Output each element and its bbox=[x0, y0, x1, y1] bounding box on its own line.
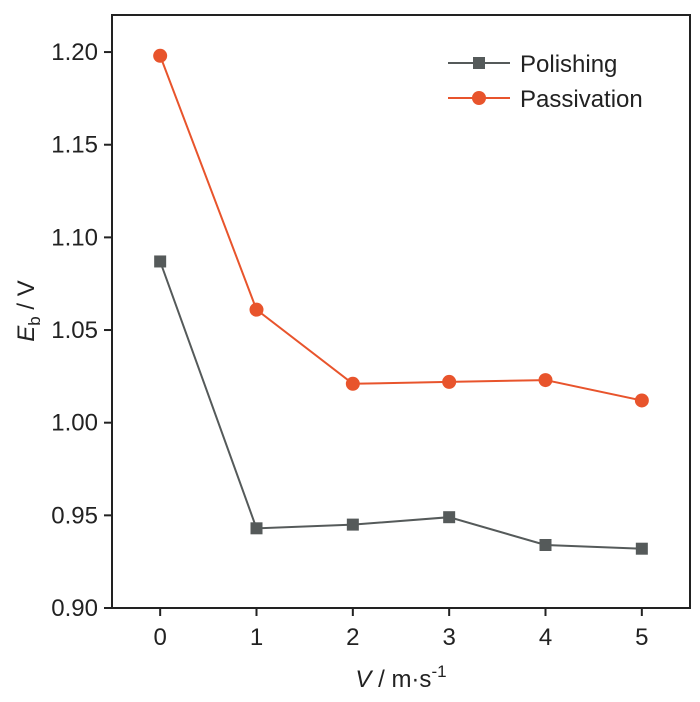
y-tick-label: 1.15 bbox=[51, 132, 98, 159]
y-tick-label: 1.00 bbox=[51, 410, 98, 437]
x-tick-label: 5 bbox=[635, 624, 648, 651]
y-tick-label: 1.20 bbox=[51, 39, 98, 66]
x-axis: 0 1 2 3 4 5 bbox=[153, 608, 649, 651]
x-tick-label: 2 bbox=[346, 624, 359, 651]
data-point-polishing bbox=[443, 511, 456, 524]
legend-label-polishing: Polishing bbox=[520, 51, 617, 78]
legend-marker-polishing bbox=[473, 57, 485, 69]
data-point-polishing bbox=[539, 538, 552, 551]
legend-marker-passivation bbox=[472, 91, 486, 105]
legend-label-passivation: Passivation bbox=[520, 86, 643, 113]
x-axis-title-main: V bbox=[355, 666, 373, 693]
series-passivation bbox=[153, 48, 649, 408]
y-axis: 0.90 0.95 1.00 1.05 1.10 1.15 1.20 bbox=[51, 39, 112, 622]
legend-item-passivation: Passivation bbox=[448, 86, 643, 113]
series-line-passivation bbox=[159, 55, 643, 402]
y-tick-label: 1.05 bbox=[51, 317, 98, 344]
data-point-passivation bbox=[249, 302, 264, 317]
x-tick-label: 1 bbox=[250, 624, 263, 651]
data-point-passivation bbox=[442, 374, 457, 389]
data-point-polishing bbox=[635, 542, 648, 555]
legend-item-polishing: Polishing bbox=[448, 51, 617, 78]
data-point-passivation bbox=[634, 393, 649, 408]
data-point-passivation bbox=[538, 373, 553, 388]
series-polishing bbox=[154, 255, 648, 555]
x-axis-title-sup: -1 bbox=[431, 662, 446, 681]
x-tick-label: 0 bbox=[153, 624, 166, 651]
y-axis-title-units: / V bbox=[13, 280, 40, 316]
data-point-polishing bbox=[250, 522, 263, 535]
y-axis-title: Eb / V bbox=[13, 280, 44, 342]
x-tick-label: 4 bbox=[539, 624, 552, 651]
data-point-passivation bbox=[345, 376, 360, 391]
data-point-passivation bbox=[153, 48, 168, 63]
y-tick-label: 1.10 bbox=[51, 224, 98, 251]
x-axis-title-units: / m·s bbox=[371, 666, 431, 693]
data-point-polishing bbox=[346, 518, 359, 531]
plot-frame bbox=[111, 14, 691, 609]
y-tick-label: 0.90 bbox=[51, 595, 98, 622]
y-axis-title-main: E bbox=[13, 325, 40, 342]
x-tick-label: 3 bbox=[442, 624, 455, 651]
y-axis-title-sub: b bbox=[25, 316, 44, 325]
data-point-polishing bbox=[154, 255, 167, 268]
legend: Polishing Passivation bbox=[448, 51, 643, 113]
y-tick-label: 0.95 bbox=[51, 502, 98, 529]
x-axis-title: V / m·s-1 bbox=[355, 662, 446, 693]
series-layer bbox=[153, 48, 649, 555]
series-line-polishing bbox=[159, 261, 642, 550]
